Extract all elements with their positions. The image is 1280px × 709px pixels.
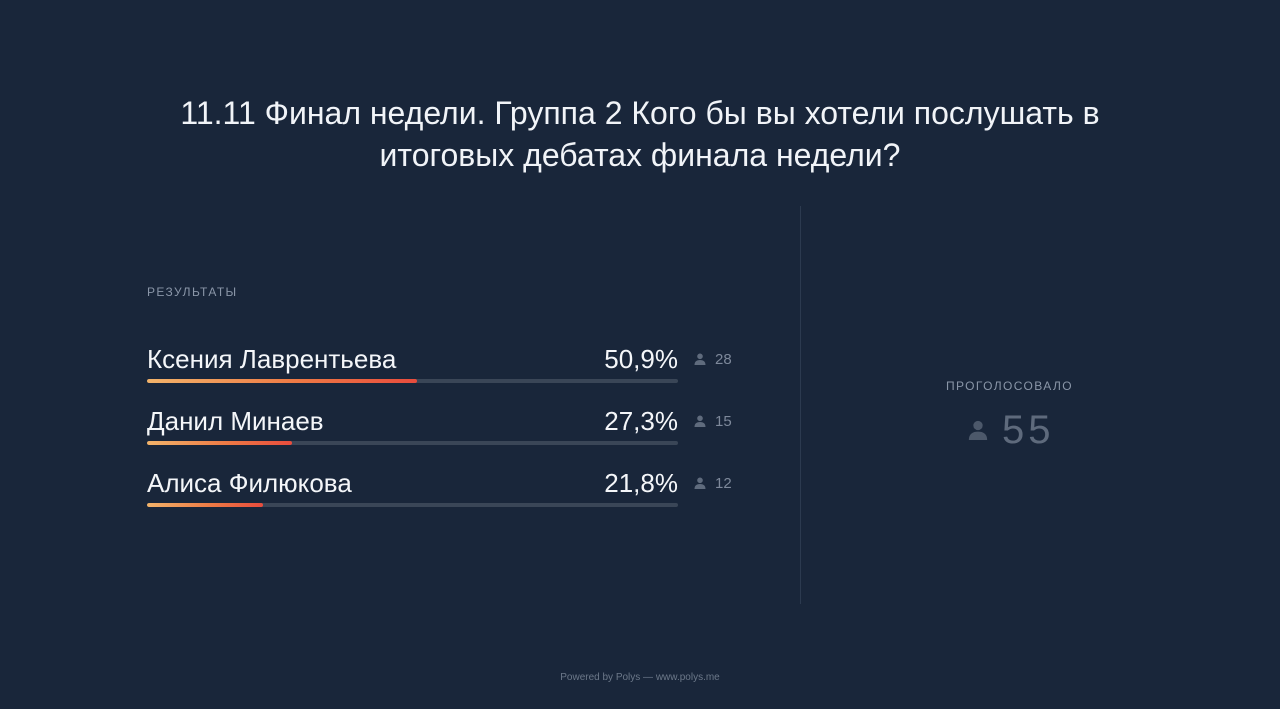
column-divider [800, 206, 801, 604]
option-votes: 28 [694, 349, 732, 369]
user-icon [694, 477, 706, 489]
option-row: Данил Минаев 27,3% 15 [147, 404, 747, 445]
voted-count: 55 [1002, 408, 1055, 452]
option-percent: 21,8% [604, 468, 678, 498]
option-bar-fill [147, 503, 263, 507]
option-bar-track [147, 441, 678, 445]
option-name: Данил Минаев [147, 406, 324, 436]
option-row: Ксения Лаврентьева 50,9% 28 [147, 342, 747, 383]
footer-credit[interactable]: Powered by Polys — www.polys.me [560, 672, 720, 683]
option-bar-fill [147, 441, 292, 445]
option-vote-count: 12 [715, 474, 732, 492]
option-bar-fill [147, 379, 418, 383]
option-name: Алиса Филюкова [147, 468, 352, 498]
results-label: РЕЗУЛЬТАТЫ [147, 285, 238, 299]
option-percent: 50,9% [604, 344, 678, 374]
option-name: Ксения Лаврентьева [147, 344, 397, 374]
option-percent: 27,3% [604, 406, 678, 436]
option-vote-count: 15 [715, 412, 732, 430]
option-votes: 15 [694, 411, 732, 431]
option-row: Алиса Филюкова 21,8% 12 [147, 466, 747, 507]
option-vote-count: 28 [715, 350, 732, 368]
poll-question: 11.11 Финал недели. Группа 2 Кого бы вы … [180, 95, 1100, 173]
option-votes: 12 [694, 473, 732, 493]
user-icon [694, 353, 706, 365]
option-bar-track [147, 379, 678, 383]
voted-total: 55 [968, 408, 1055, 452]
user-icon [694, 415, 706, 427]
option-bar-track [147, 503, 678, 507]
voted-label: ПРОГОЛОСОВАЛО [946, 379, 1073, 393]
user-icon [968, 420, 988, 440]
